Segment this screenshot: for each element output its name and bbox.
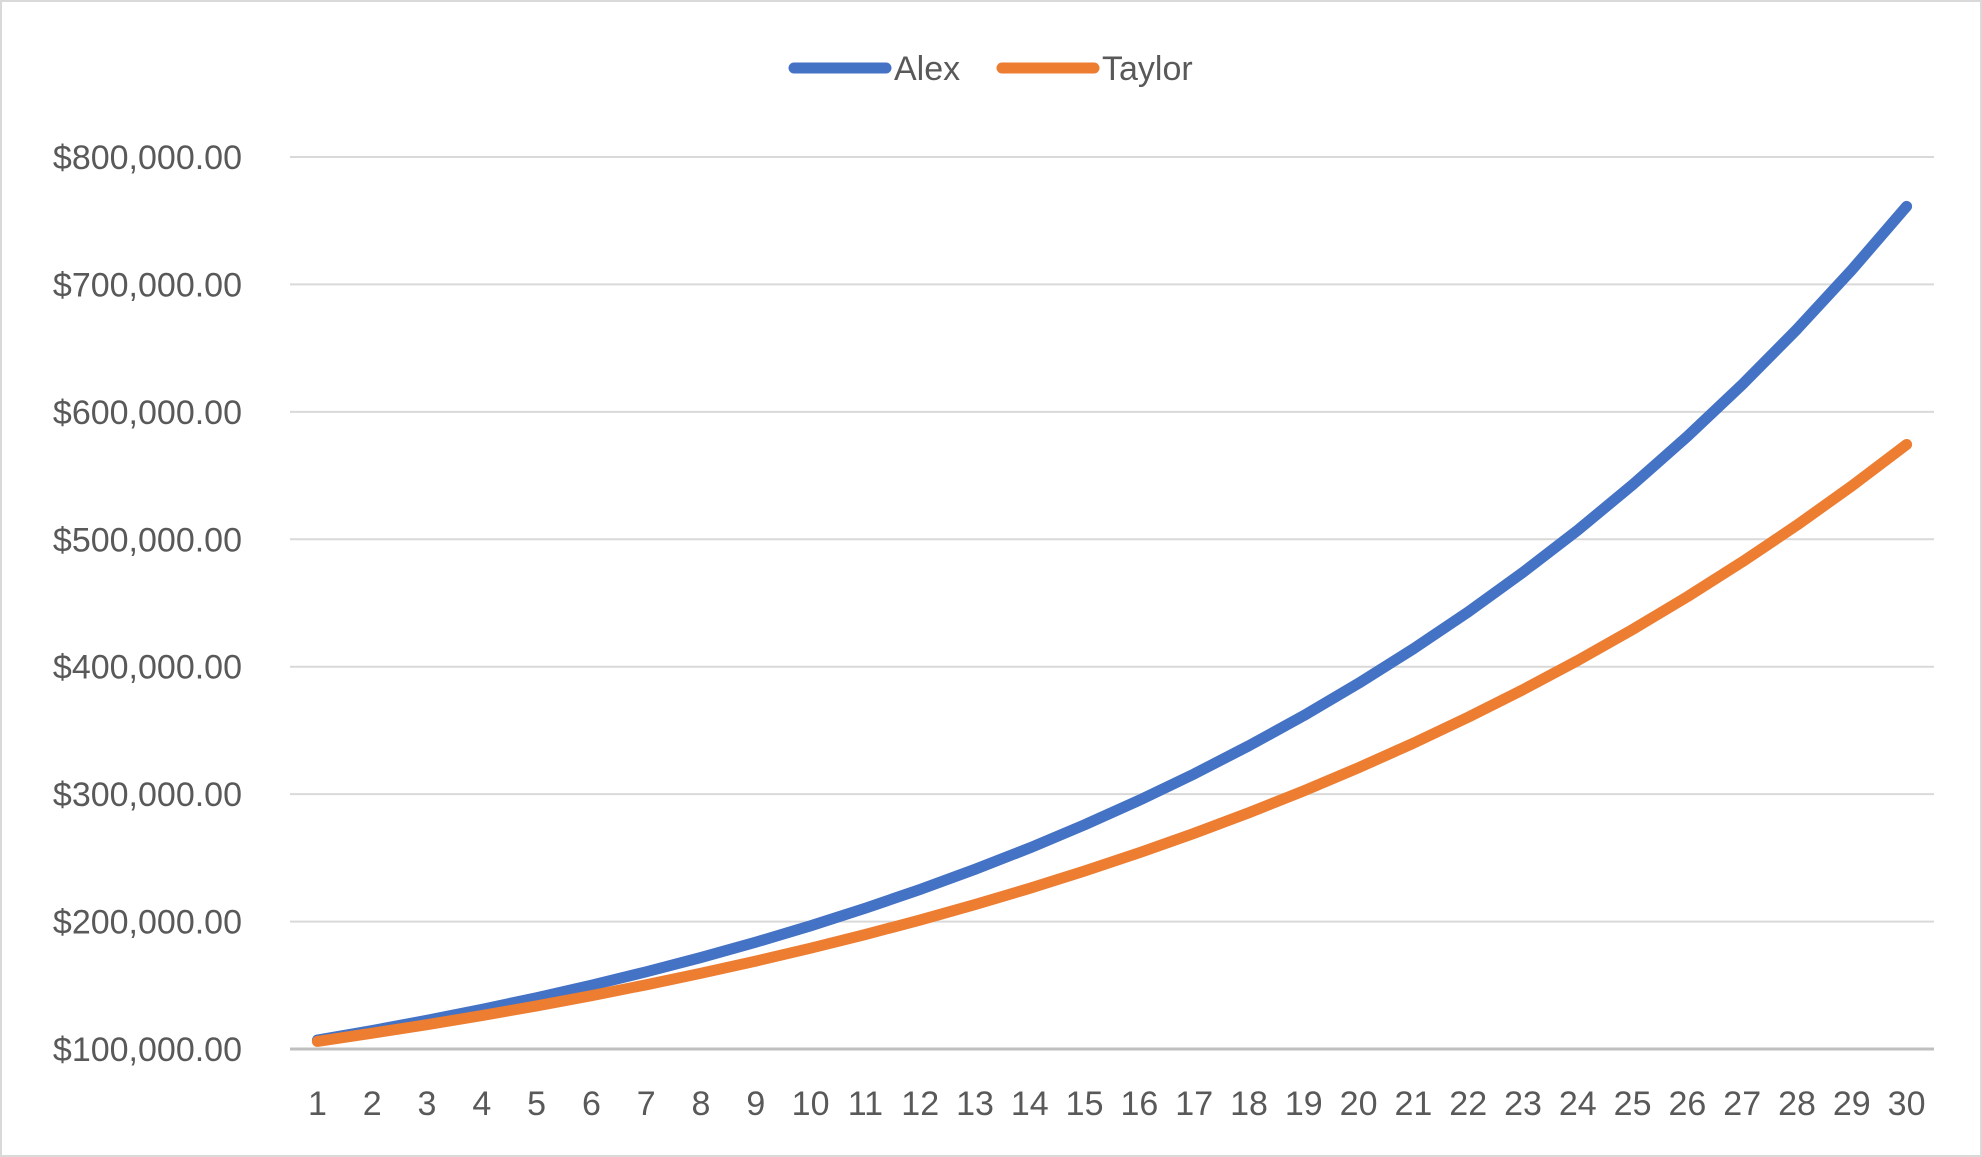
legend: Alex Taylor xyxy=(788,50,1193,88)
y-tick-label: $400,000.00 xyxy=(53,649,242,687)
y-tick-label: $700,000.00 xyxy=(53,266,242,304)
x-tick-label: 28 xyxy=(1778,1085,1816,1123)
y-tick-label: $200,000.00 xyxy=(53,904,242,942)
x-tick-label: 18 xyxy=(1230,1085,1268,1123)
x-tick-label: 6 xyxy=(582,1085,601,1123)
x-tick-label: 21 xyxy=(1394,1085,1432,1123)
series-line-taylor xyxy=(311,439,1913,1047)
x-tick-label: 5 xyxy=(527,1085,546,1123)
x-tick-label: 30 xyxy=(1888,1085,1926,1123)
x-tick-label: 15 xyxy=(1066,1085,1104,1123)
x-axis: 1 2 3 4 5 6 7 8 9 10 11 12 13 14 15 16 17 18 19 20 21 22 23 24 2… xyxy=(308,1085,1926,1123)
x-tick-label: 16 xyxy=(1120,1085,1158,1123)
y-axis: $100,000.00 $200,000.00 $300,000.00 $400,00… xyxy=(53,139,242,1069)
series-lines xyxy=(311,200,1913,1047)
x-tick-label: 29 xyxy=(1833,1085,1871,1123)
x-tick-label: 20 xyxy=(1340,1085,1378,1123)
x-tick-label: 12 xyxy=(901,1085,939,1123)
legend-label-alex: Alex xyxy=(894,50,960,88)
x-tick-label: 9 xyxy=(746,1085,765,1123)
x-tick-label: 2 xyxy=(363,1085,382,1123)
x-tick-label: 7 xyxy=(637,1085,656,1123)
x-tick-label: 24 xyxy=(1559,1085,1597,1123)
y-tick-label: $300,000.00 xyxy=(53,776,242,814)
legend-label-taylor: Taylor xyxy=(1102,50,1193,88)
x-tick-label: 4 xyxy=(472,1085,491,1123)
x-tick-label: 25 xyxy=(1614,1085,1652,1123)
x-tick-label: 27 xyxy=(1723,1085,1761,1123)
y-tick-label: $100,000.00 xyxy=(53,1031,242,1069)
x-tick-label: 23 xyxy=(1504,1085,1542,1123)
y-tick-label: $600,000.00 xyxy=(53,394,242,432)
gridlines xyxy=(290,156,1934,1051)
x-tick-label: 11 xyxy=(848,1085,883,1123)
x-tick-label: 13 xyxy=(956,1085,994,1123)
series-line-alex xyxy=(311,200,1913,1046)
x-tick-label: 8 xyxy=(692,1085,711,1123)
x-tick-label: 19 xyxy=(1285,1085,1323,1123)
x-tick-label: 10 xyxy=(792,1085,830,1123)
y-tick-label: $500,000.00 xyxy=(53,521,242,559)
x-tick-label: 17 xyxy=(1175,1085,1213,1123)
x-tick-label: 3 xyxy=(418,1085,437,1123)
x-tick-label: 14 xyxy=(1011,1085,1049,1123)
x-tick-label: 26 xyxy=(1668,1085,1706,1123)
x-tick-label: 22 xyxy=(1449,1085,1487,1123)
y-tick-label: $800,000.00 xyxy=(53,139,242,177)
x-tick-label: 1 xyxy=(308,1085,327,1123)
